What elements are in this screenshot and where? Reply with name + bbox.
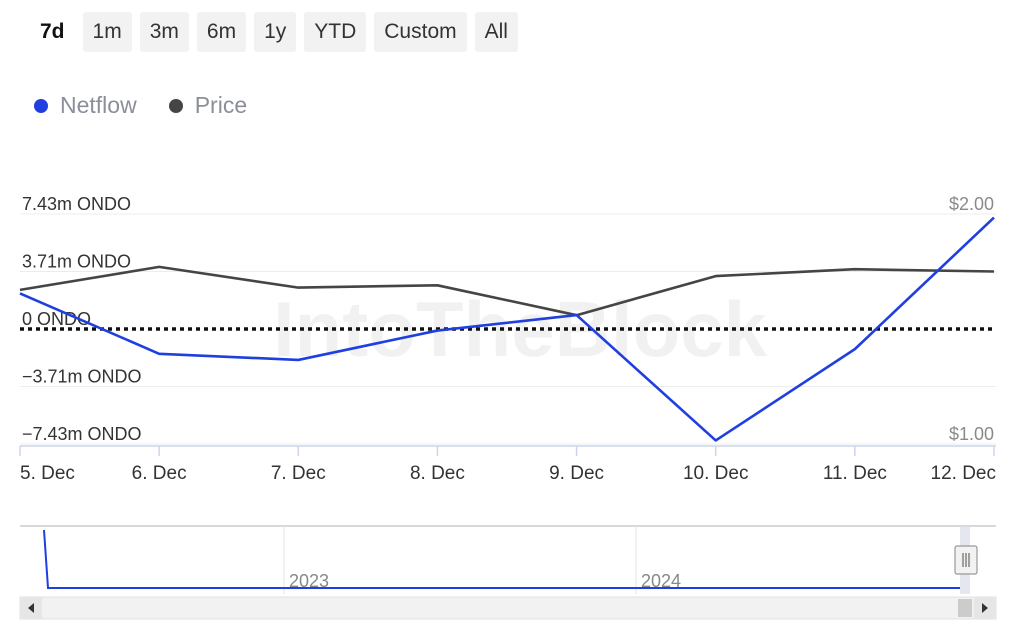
y-right-tick-label: $1.00 [949,424,994,444]
range-button-1y[interactable]: 1y [254,12,297,52]
series-line-price [19,265,995,317]
legend-item-netflow[interactable]: Netflow [34,92,137,119]
y-axis-left: 7.43m ONDO 3.71m ONDO 0 ONDO −3.71m ONDO −7.… [22,194,142,444]
x-axis: 5. Dec 6. Dec 7. Dec 8. Dec 9. Dec 10. Dec 11.… [19,446,996,484]
x-tick-label: 9. Dec [549,463,604,484]
arrow-right-icon [982,603,988,613]
legend: Netflow Price [34,92,247,119]
x-tick-label: 10. Dec [683,463,748,484]
range-button-6m[interactable]: 6m [196,12,247,52]
x-tick-label: 7. Dec [271,463,326,484]
range-button-1m[interactable]: 1m [82,12,132,52]
y-right-tick-label: $2.00 [949,194,994,214]
range-button-ytd[interactable]: YTD [304,12,367,52]
x-tick-label: 5. Dec [20,463,75,484]
series-lines [19,216,995,442]
range-button-3m[interactable]: 3m [139,12,189,52]
scrollbar[interactable] [19,596,997,620]
legend-item-price[interactable]: Price [168,92,248,119]
y-left-tick-label: −3.71m ONDO [22,367,142,387]
legend-label: Netflow [60,92,137,118]
navigator-series [43,529,960,589]
x-tick-label: 11. Dec [823,463,887,484]
navigator-label-2023: 2023 [289,571,329,591]
range-selector: 7d 1m 3m 6m 1y YTD Custom All [30,12,518,52]
arrow-left-icon [28,603,34,613]
y-left-tick-label: 3.71m ONDO [22,252,131,272]
y-left-tick-label: 7.43m ONDO [22,194,131,214]
navigator-handle[interactable] [954,545,978,575]
x-tick-label: 8. Dec [410,463,465,484]
scrollbar-thumb[interactable] [958,599,972,617]
y-left-tick-label: 0 ONDO [22,309,91,329]
legend-dot-icon [168,98,183,113]
y-left-tick-label: −7.43m ONDO [22,424,142,444]
x-tick-label: 6. Dec [132,463,187,484]
scroll-right-button[interactable] [974,597,996,619]
range-button-7d[interactable]: 7d [30,12,75,52]
series-line-netflow [19,216,995,442]
navigator[interactable]: 2023 2024 [20,525,996,594]
navigator-label-2024: 2024 [641,571,681,591]
scroll-left-button[interactable] [20,597,42,619]
x-tick-label: 12. Dec [931,463,996,484]
range-button-custom[interactable]: Custom [374,12,467,52]
range-button-all[interactable]: All [474,12,518,52]
y-axis-right: $2.00 $1.00 [949,194,994,444]
legend-dot-icon [34,98,48,113]
legend-label: Price [194,92,248,118]
